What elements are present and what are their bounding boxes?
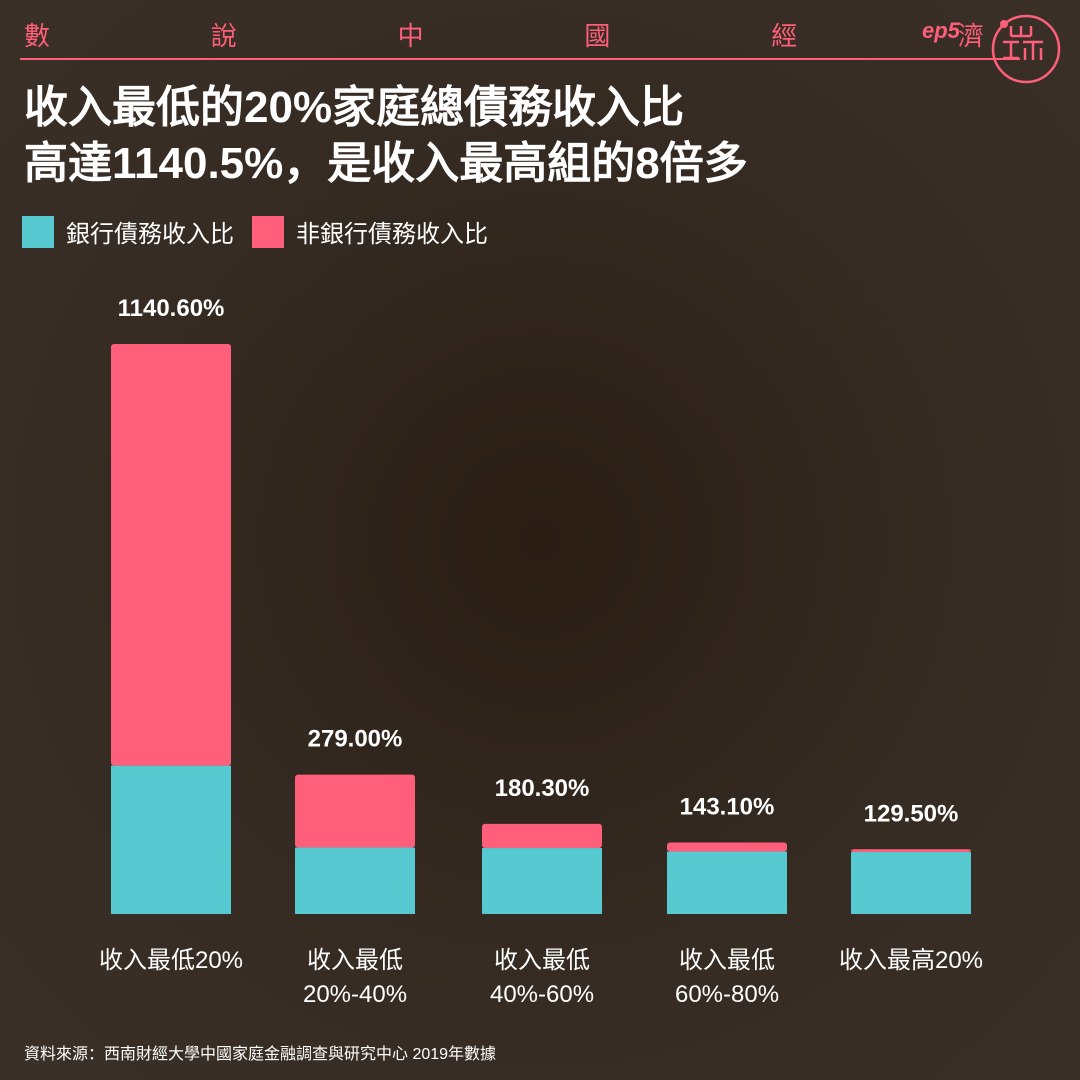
bar-segment-bank [667,851,787,914]
series-char: 說 [210,21,237,52]
category-label: 收入最低 [679,947,775,974]
bar-segment-bank [851,852,971,914]
bar-segment-nonbank [295,774,415,848]
category-label: 收入最高20% [839,947,983,974]
series-char: 數 [24,21,51,52]
legend-swatch-nonbank [252,215,284,248]
bar-segment-nonbank [667,842,787,852]
legend-label-bank: 銀行債務收入比 [66,221,234,248]
legend-label-nonbank: 非銀行債務收入比 [296,221,488,248]
episode-tag: ep5 [922,18,960,43]
series-char: 中 [397,21,424,52]
legend-swatch-bank [22,215,54,248]
bar-segment-nonbank [111,344,231,766]
total-value-label: 180.30% [495,775,590,802]
bar-segment-bank [295,847,415,914]
total-value-label: 279.00% [308,726,403,753]
title-line-1: 收入最低的20%家庭總債務收入比 [24,83,685,132]
chart-title: 收入最低的20%家庭總債務收入比 高達1140.5%，是收入最高組的8倍多 [24,80,984,192]
bar-segment-nonbank [482,823,602,849]
category-label: 收入最低 [494,947,590,974]
brand-logo-icon [991,14,1061,84]
legend-item-nonbank: 非銀行債務收入比 [252,214,488,249]
bar-segment-nonbank [851,849,971,853]
source-note: 資料來源：西南財經大學中國家庭金融調查與研究中心 2019年數據 [24,1046,497,1063]
stacked-bar-chart: 1140.60% 收入最低20% 279.00% 收入最低 20%-40% 180.30%… [99,295,983,1008]
total-value-label: 1140.60% [118,295,225,322]
category-label: 收入最低20% [99,947,243,974]
bar-segment-bank [482,848,602,914]
legend: 銀行債務收入比 非銀行債務收入比 [22,214,506,249]
title-line-2: 高達1140.5%，是收入最高組的8倍多 [24,139,748,188]
total-value-label: 143.10% [680,793,775,820]
category-label: 40%-60% [490,981,594,1008]
category-label: 收入最低 [307,947,403,974]
legend-item-bank: 銀行債務收入比 [22,214,234,249]
series-char: 國 [584,21,611,52]
series-header: 數 說 中 國 經 濟 [24,14,984,54]
series-char: 經 [771,21,798,52]
total-value-label: 129.50% [864,800,959,827]
series-char: 濟 [957,21,984,52]
category-label: 20%-40% [303,981,407,1008]
category-label: 60%-80% [675,981,779,1008]
header-rule [20,58,1020,60]
bar-segment-bank [111,765,231,914]
